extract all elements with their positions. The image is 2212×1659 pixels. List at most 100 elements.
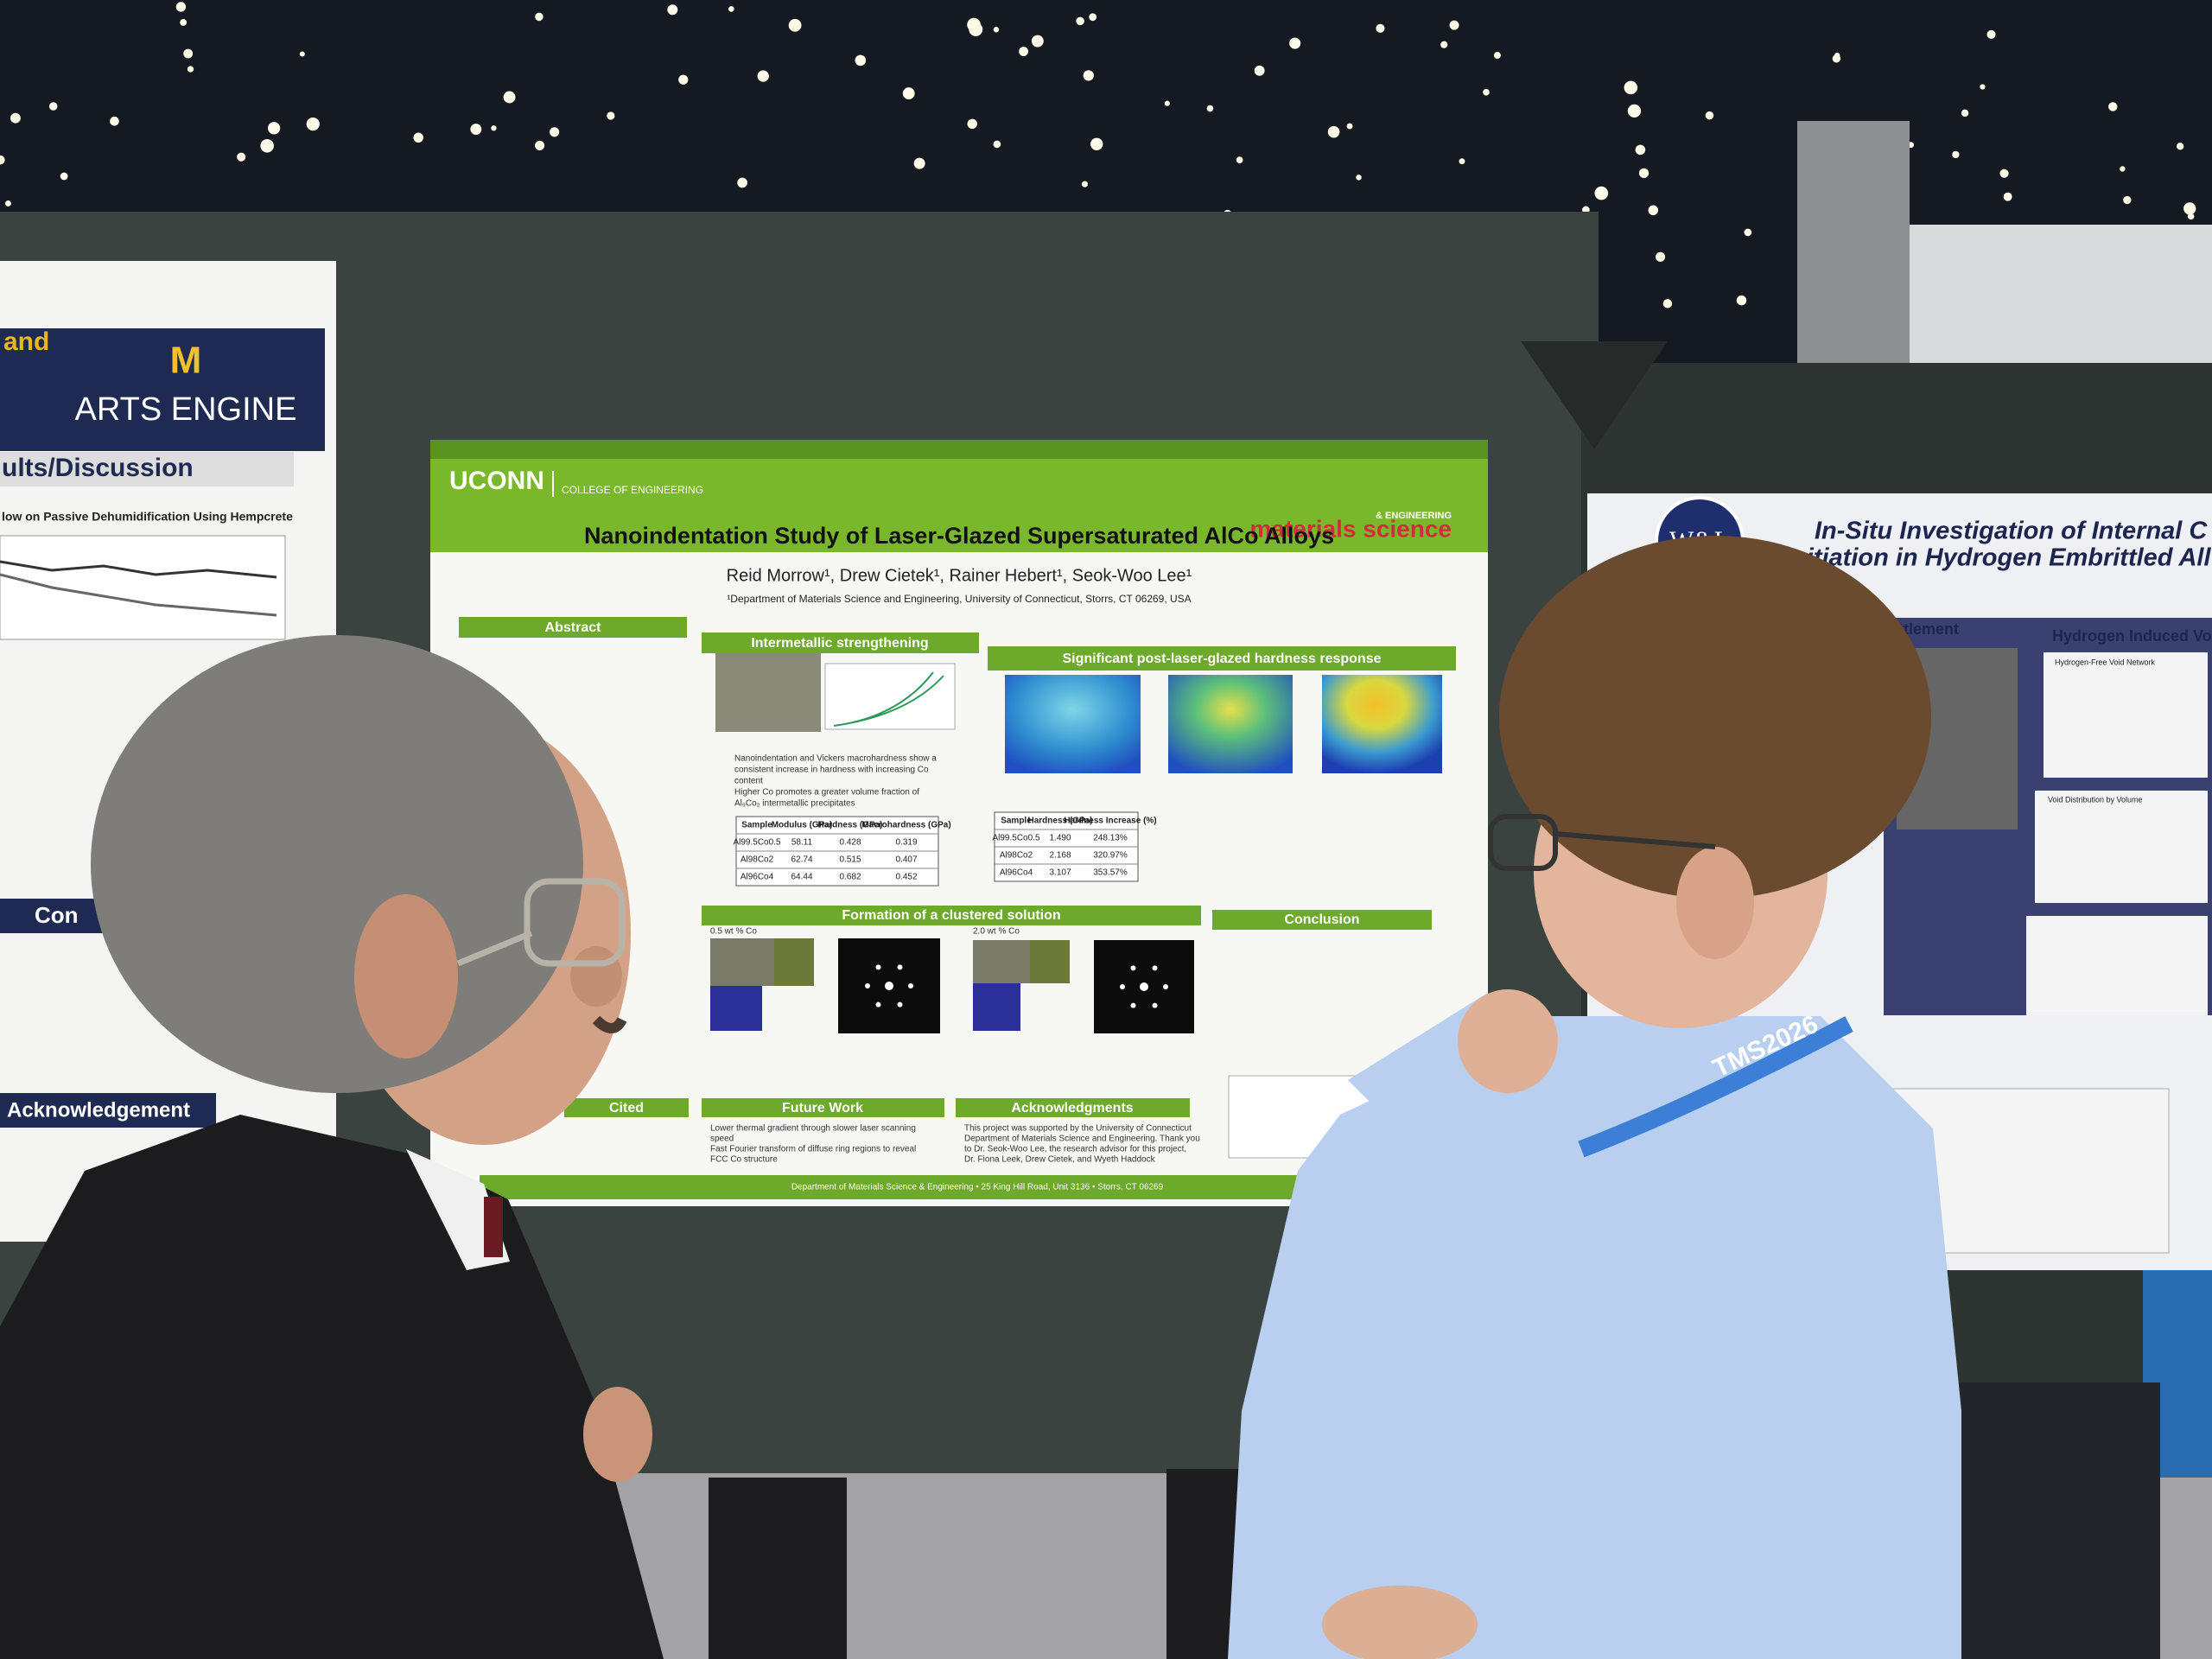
section-bar [564,1098,689,1117]
table-cell: Al99.5Co0.5 [733,838,780,848]
spot [1120,984,1125,989]
light [1952,150,1960,159]
glasses-arm [456,930,533,967]
section-heading: Significant post-laser-glazed hardness r… [1063,652,1382,666]
micrograph [710,938,774,986]
light [60,172,68,181]
light [470,124,482,135]
light [180,19,188,26]
table-cell: 0.452 [895,873,917,882]
light [1327,125,1340,138]
table-cell: Al98Co2 [741,855,774,865]
light [503,91,516,104]
light [1961,109,1969,118]
section-heading: Cited [609,1101,644,1116]
micrograph [715,652,821,732]
moustache [592,1015,627,1033]
table-header: Hardness Increase (%) [1064,817,1156,826]
micrograph [774,938,814,986]
light [1236,156,1243,164]
light [2177,143,2184,150]
light [967,17,981,32]
person-shirt [1228,1016,1961,1659]
logo-text: ARTS ENGINE [75,391,297,428]
chart-title: low on Passive Dehumidification Using He… [2,510,293,524]
light [1744,228,1752,237]
light [1081,181,1089,188]
section-bar [459,617,687,638]
section-bar [956,1098,1190,1117]
plot-curve [833,671,944,727]
light [607,111,615,120]
light [1089,13,1097,22]
light [1254,65,1265,76]
section-bar [702,1098,944,1117]
light [1832,54,1841,63]
section-heading: Future Work [782,1101,863,1116]
light [1656,251,1666,262]
chart-line [0,573,277,617]
spot [1140,982,1148,991]
affiliation: ¹Department of Materials Science and Eng… [727,593,1191,605]
person-legs [1944,1382,2160,1659]
person-legs [709,1478,847,1659]
light [1164,100,1171,106]
light [728,6,734,12]
light [110,116,119,126]
table-cell: 0.682 [839,873,861,882]
light [1019,47,1029,56]
eds-map [710,986,762,1031]
body-text: content [734,777,763,786]
light [993,140,1001,149]
body-text: FCC Co structure [710,1155,778,1165]
college-name: COLLEGE OF ENGINEERING [562,484,703,496]
heatmap [1005,675,1141,773]
light [1624,80,1638,95]
table-cell: 0.428 [839,838,861,848]
tie [484,1197,503,1257]
spot [1163,984,1168,989]
light [2003,192,2012,201]
section-heading: Acknowledgments [1011,1101,1133,1116]
body-text: Lower thermal gradient through slower la… [710,1124,916,1134]
spot [897,1001,903,1007]
ear [1676,847,1754,959]
load-depth-plot [824,663,956,730]
ear [354,894,458,1058]
table-cell: 0.407 [895,855,917,865]
chart [0,535,286,640]
poster-title: Nanoindentation Study of Laser-Glazed Su… [584,523,1334,549]
footer-text: Department of Materials Science & Engine… [791,1183,1164,1192]
light [535,12,543,22]
spot [1130,1002,1136,1008]
light [0,155,5,165]
light [2123,195,2132,205]
spot [1130,965,1136,971]
poster-banner [0,328,325,451]
table-cell: 0.515 [839,855,861,865]
hand [1458,989,1558,1093]
micrograph [973,940,1030,983]
light [737,177,747,188]
poster-header-stripe [430,440,1488,459]
micrograph [1030,940,1070,983]
light [757,70,769,82]
table-cell: 0.319 [895,838,917,848]
body-text: Higher Co promotes a greater volume frac… [734,788,919,798]
light [535,140,545,150]
body-text: consistent increase in hardness with inc… [734,766,929,775]
section-bar [1212,910,1432,930]
spot [897,964,903,970]
body-text: Department of Materials Science and Engi… [964,1135,1200,1144]
light [1635,144,1646,156]
light [2108,102,2118,111]
section-bar [0,452,294,486]
light [1662,299,1673,308]
light [1083,70,1094,81]
spot [875,1001,881,1007]
lanyard [1578,1016,1853,1158]
plot [2026,916,2208,1015]
